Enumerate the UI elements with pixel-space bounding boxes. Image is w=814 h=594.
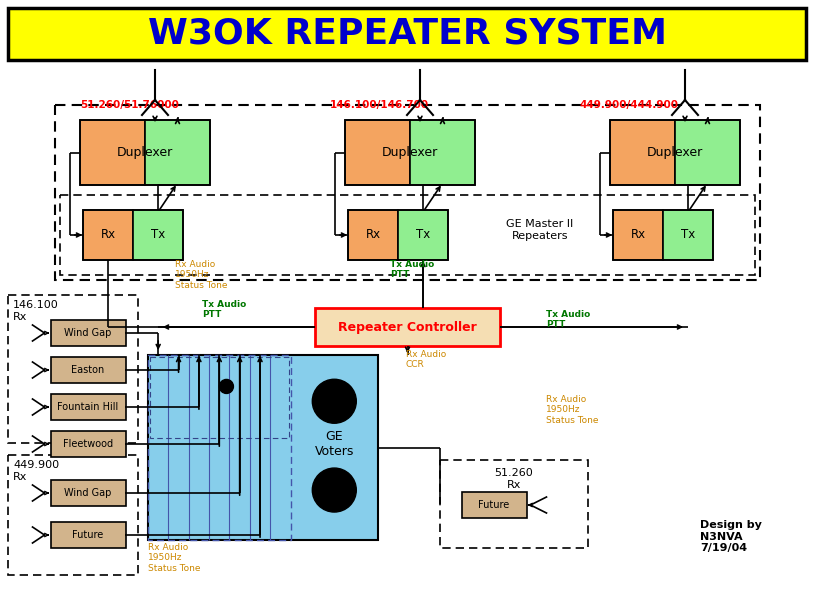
Text: 449.900/444.900: 449.900/444.900 xyxy=(580,100,679,110)
Text: Duplexer: Duplexer xyxy=(117,146,173,159)
Bar xyxy=(613,210,663,260)
Text: Duplexer: Duplexer xyxy=(647,146,703,159)
Bar xyxy=(133,210,183,260)
Text: Tx Audio
PTT: Tx Audio PTT xyxy=(546,310,590,330)
Bar xyxy=(675,120,740,185)
Text: Tx: Tx xyxy=(416,229,430,242)
Bar xyxy=(462,492,527,518)
Bar xyxy=(83,210,183,260)
Text: Repeater Controller: Repeater Controller xyxy=(338,321,477,333)
Text: Rx Audio
CCR: Rx Audio CCR xyxy=(406,350,446,369)
Text: GE Master II
Repeaters: GE Master II Repeaters xyxy=(506,219,574,241)
Text: Rx Audio
1950Hz
Status Tone: Rx Audio 1950Hz Status Tone xyxy=(546,395,598,425)
Text: Wind Gap: Wind Gap xyxy=(64,488,112,498)
Text: Tx Audio
PTT: Tx Audio PTT xyxy=(202,300,247,320)
Bar xyxy=(148,355,378,540)
Text: Rx: Rx xyxy=(630,229,646,242)
Bar xyxy=(610,120,675,185)
Text: Rx Audio
1950Hz
Status Tone: Rx Audio 1950Hz Status Tone xyxy=(175,260,227,290)
Text: GE
Voters: GE Voters xyxy=(315,430,354,458)
Text: Rx Audio
1950Hz
Status Tone: Rx Audio 1950Hz Status Tone xyxy=(148,543,200,573)
Text: W3OK REPEATER SYSTEM: W3OK REPEATER SYSTEM xyxy=(147,17,667,51)
Bar xyxy=(663,210,713,260)
Text: Rx: Rx xyxy=(365,229,381,242)
Text: Fleetwood: Fleetwood xyxy=(63,439,113,449)
Bar xyxy=(80,120,145,185)
Bar xyxy=(145,120,210,185)
Circle shape xyxy=(313,468,357,512)
Bar xyxy=(8,295,138,443)
Bar xyxy=(148,355,291,540)
Bar xyxy=(348,210,448,260)
Bar xyxy=(50,480,125,506)
Text: Rx: Rx xyxy=(100,229,116,242)
Bar xyxy=(8,455,138,575)
Text: Tx: Tx xyxy=(151,229,165,242)
Text: Wind Gap: Wind Gap xyxy=(64,328,112,338)
Bar xyxy=(315,308,500,346)
Bar xyxy=(50,320,125,346)
Bar xyxy=(8,8,806,60)
Text: 146.100/146.700: 146.100/146.700 xyxy=(330,100,429,110)
Bar xyxy=(345,120,475,185)
Text: Duplexer: Duplexer xyxy=(382,146,438,159)
Bar xyxy=(50,522,125,548)
Bar xyxy=(440,460,588,548)
Text: Tx Audio
PTT: Tx Audio PTT xyxy=(390,260,434,279)
Bar xyxy=(80,120,210,185)
Bar xyxy=(610,120,740,185)
Bar xyxy=(398,210,448,260)
Text: Design by
N3NVA
7/19/04: Design by N3NVA 7/19/04 xyxy=(700,520,762,553)
Text: 51.260
Rx: 51.260 Rx xyxy=(495,468,533,489)
Text: Future: Future xyxy=(72,530,103,540)
Text: Fountain Hill: Fountain Hill xyxy=(57,402,119,412)
Bar xyxy=(55,105,760,280)
Text: 51.260/51.76000: 51.260/51.76000 xyxy=(80,100,179,110)
Text: Tx: Tx xyxy=(681,229,695,242)
Bar xyxy=(150,357,289,438)
Text: 146.100
Rx: 146.100 Rx xyxy=(13,300,59,321)
Bar xyxy=(60,195,755,275)
Circle shape xyxy=(220,380,234,393)
Text: 449.900
Rx: 449.900 Rx xyxy=(13,460,59,482)
Bar xyxy=(613,210,713,260)
Bar xyxy=(345,120,410,185)
Circle shape xyxy=(313,379,357,424)
Bar xyxy=(348,210,398,260)
Text: Future: Future xyxy=(479,500,510,510)
Bar xyxy=(83,210,133,260)
Bar xyxy=(410,120,475,185)
Bar xyxy=(50,431,125,457)
Text: Easton: Easton xyxy=(72,365,105,375)
Bar xyxy=(50,357,125,383)
Bar xyxy=(50,394,125,420)
